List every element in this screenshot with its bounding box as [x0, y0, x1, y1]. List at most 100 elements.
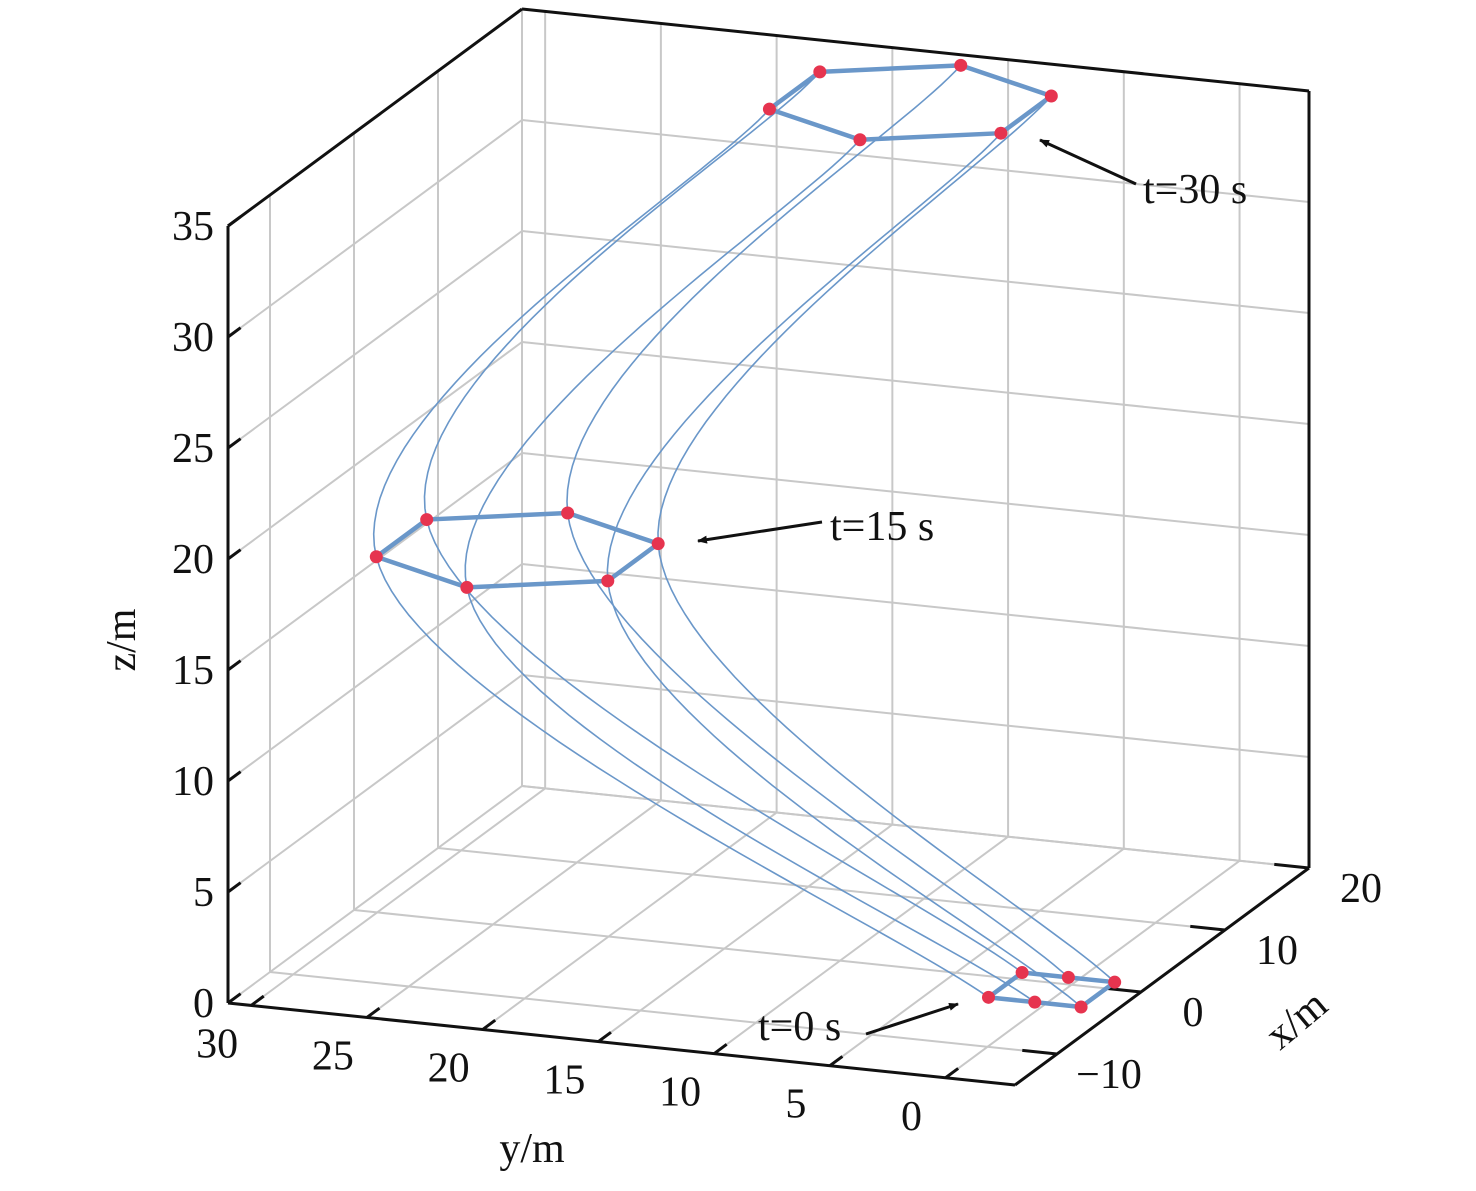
tick-mark [227, 992, 242, 1005]
formation-edge [464, 578, 611, 590]
data-layer [369, 58, 1122, 1014]
tick-mark [365, 1006, 381, 1019]
tick-mark [227, 437, 242, 450]
formation-edge [1019, 970, 1071, 980]
grid-line [250, 787, 546, 1007]
y-tick-label: 15 [543, 1058, 585, 1104]
grid-line [521, 119, 1310, 203]
tick-mark [227, 326, 242, 339]
z-tick-label: 0 [193, 981, 214, 1027]
tick-mark [227, 659, 242, 672]
y-tick-label: 5 [785, 1082, 806, 1128]
z-tick-label: 15 [172, 648, 214, 694]
formation-edge [424, 510, 570, 522]
tick-mark [597, 1031, 612, 1043]
formation-edge [958, 63, 1054, 99]
x-axis-title: x/m [1257, 981, 1337, 1058]
tick-mark [227, 770, 242, 783]
annotation-arrow [1039, 138, 1137, 186]
y-tick-label: 10 [659, 1070, 701, 1116]
node-marker [601, 574, 615, 588]
grid-line [482, 811, 778, 1031]
formation-edge [605, 541, 661, 584]
y-tick-label: 25 [312, 1033, 354, 1079]
z-tick-label: 5 [193, 870, 214, 916]
tick-mark [481, 1019, 497, 1031]
grid-line [227, 119, 523, 338]
tick-mark [1274, 862, 1310, 870]
formation-edge [767, 106, 863, 142]
grid-line [597, 823, 893, 1043]
formation-edge [986, 995, 1038, 1005]
node-marker [994, 126, 1008, 140]
axis-line [227, 7, 523, 228]
node-marker [651, 537, 665, 551]
z-tick-label: 30 [172, 315, 214, 361]
node-marker [813, 65, 827, 79]
grid-line [521, 563, 1310, 647]
formation-edge [374, 554, 470, 590]
z-axis-title: z/m [99, 608, 145, 671]
node-marker [1044, 89, 1058, 103]
x-tick-label: 10 [1256, 928, 1298, 974]
node-marker [1015, 966, 1029, 980]
grid-line [521, 785, 1310, 869]
grid-line [269, 971, 1058, 1055]
grid-line [521, 230, 1310, 314]
x-tick-label: −10 [1076, 1052, 1142, 1098]
tick-mark [1022, 1048, 1058, 1056]
formation-edge [565, 510, 661, 546]
tick-mark [713, 1043, 728, 1055]
node-marker [762, 102, 776, 116]
node-marker [1061, 970, 1075, 984]
formation-edge [857, 130, 1004, 142]
tick-mark [1106, 986, 1142, 994]
annotation: t=0 s [758, 1004, 841, 1050]
node-marker [1108, 975, 1122, 989]
tick-mark [828, 1055, 844, 1067]
x-tick-label: 20 [1340, 866, 1382, 912]
tick-mark [250, 994, 265, 1007]
tick-mark [944, 1067, 960, 1079]
y-axis-title: y/m [499, 1126, 565, 1172]
grid-line [227, 785, 523, 1004]
trajectory-line [464, 139, 1036, 1003]
node-marker [460, 580, 474, 594]
formation-edge [998, 93, 1054, 136]
node-marker [420, 513, 434, 527]
axis-line [521, 7, 1310, 93]
node-marker [981, 990, 995, 1004]
grid-line [366, 799, 662, 1019]
text-layer: z/m y/m x/m t=0 s t=15 s t=30 s 0 5 10 15 20… [99, 138, 1382, 1172]
y-tick-label: 0 [901, 1094, 922, 1140]
formation-edge [986, 970, 1025, 1000]
tick-mark [1190, 924, 1226, 932]
grid-line [227, 230, 523, 449]
annotation-arrow [697, 520, 823, 544]
formation-edge [767, 69, 823, 112]
grid-line [521, 452, 1310, 536]
tick-mark [227, 881, 242, 894]
formation-edge [817, 63, 964, 75]
annotation-arrow [865, 1002, 959, 1036]
grid-line [521, 341, 1310, 425]
grid-line [227, 563, 523, 782]
node-marker [369, 550, 383, 564]
z-tick-label: 35 [172, 204, 214, 250]
y-tick-label: 30 [196, 1021, 238, 1067]
grid-line [227, 341, 523, 560]
formation-edge [1032, 999, 1084, 1010]
node-marker [954, 58, 968, 72]
formation-edge [1078, 979, 1117, 1010]
tick-mark [227, 548, 242, 561]
z-tick-label: 25 [172, 426, 214, 472]
annotation: t=15 s [830, 504, 934, 550]
grid-line [944, 859, 1241, 1079]
axis-line [1014, 866, 1310, 1087]
y-tick-label: 20 [428, 1046, 470, 1092]
tick-mark [227, 215, 242, 228]
formation-edge [1066, 975, 1117, 985]
node-marker [1028, 995, 1042, 1009]
